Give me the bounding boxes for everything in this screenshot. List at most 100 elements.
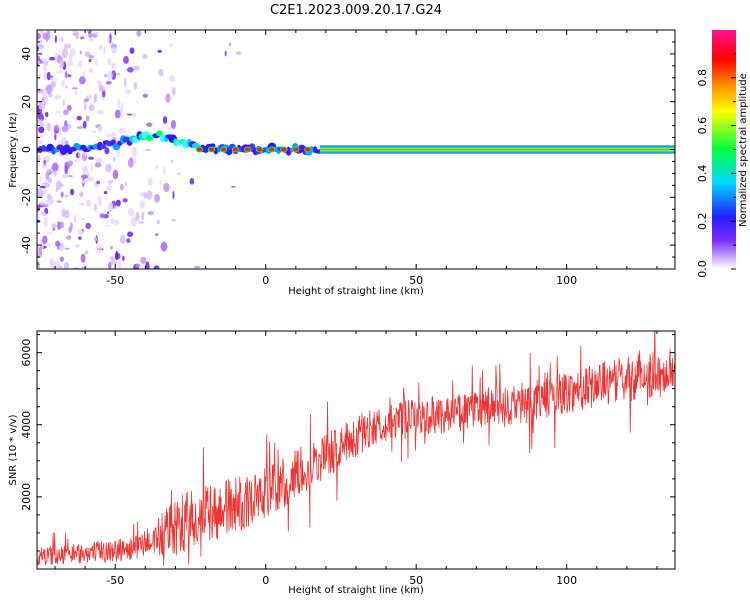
spectrogram-noise-blob xyxy=(76,115,82,121)
spectrogram-noise-blob xyxy=(60,191,64,198)
spectrogram-noise-blob xyxy=(155,233,159,236)
spectrogram-noise-blob xyxy=(110,245,114,250)
spectrogram-noise-blob xyxy=(38,73,41,80)
colorbar-label: Normalized spectral amplitude xyxy=(738,73,749,227)
spectrogram-noise-blob xyxy=(80,217,86,220)
spectrogram-noise-blob xyxy=(52,228,56,231)
spectrogram-noise-blob xyxy=(67,160,74,167)
spectrogram-noise-blob xyxy=(102,214,109,219)
spectrogram-main-ridge xyxy=(319,145,675,154)
spectrogram-noise-blob xyxy=(86,94,92,100)
spectrogram-noise-blob xyxy=(142,54,148,59)
spectrogram-noise-blob xyxy=(85,115,90,122)
spectrogram-noise-blob xyxy=(55,240,61,247)
spectrogram-noise-blob xyxy=(133,157,137,165)
spectrogram-noise-blob xyxy=(47,75,54,78)
spectrogram-noise-blob xyxy=(110,260,117,265)
spectrogram-noise-blob xyxy=(83,98,89,103)
spectrogram-noise-blob xyxy=(111,218,115,225)
y-tick-label: -20 xyxy=(20,188,33,206)
spectrogram-noise-blob xyxy=(162,116,168,124)
spectrogram-noise-blob xyxy=(131,113,137,117)
spectrogram-noise-blob xyxy=(54,133,57,141)
spectrogram-noise-blob xyxy=(66,104,72,111)
spectrogram-noise-blob xyxy=(78,236,82,240)
spectrogram-panel: -50 0 50 100 -40 -20 0 20 40 Height of straight… xyxy=(8,29,676,297)
spectrogram-noise-blob xyxy=(94,162,102,168)
spectrogram-noise-blob xyxy=(54,124,59,131)
spectrogram-noise-blob xyxy=(75,31,79,40)
spectrogram-noise-blob xyxy=(52,162,59,172)
spectrogram-noise-blob xyxy=(172,191,175,200)
spectrogram-noise-blob xyxy=(37,32,41,40)
spectrogram-noise-blob xyxy=(57,183,65,188)
spectrogram-noise-blob xyxy=(93,31,99,35)
spectrogram-noise-blob xyxy=(61,173,69,179)
spectrogram-noise-blob xyxy=(37,140,43,145)
colorbar-gradient xyxy=(712,30,736,269)
spectrogram-noise-blob xyxy=(78,59,83,68)
spectrogram-noise-blob xyxy=(130,156,133,164)
spectrogram-noise-blob xyxy=(62,99,65,107)
spectrogram-noise-blob xyxy=(55,51,58,62)
spectrogram-noise-blob xyxy=(126,113,133,116)
spectrogram-core-dot xyxy=(280,146,288,153)
spectrogram-noise-blob xyxy=(49,56,56,61)
spectrogram-noise-blob xyxy=(135,211,140,222)
spectrogram-noise-blob xyxy=(64,247,70,250)
spectrogram-noise-blob xyxy=(63,262,70,269)
spectrogram-core-dot xyxy=(292,146,300,153)
spectrogram-noise-blob xyxy=(104,224,110,227)
snr-y-ticks: 2000 4000 6000 xyxy=(20,334,675,552)
spectrogram-noise-blob xyxy=(146,190,153,200)
spectrogram-noise-blob xyxy=(104,74,108,77)
spectrogram-noise-blob xyxy=(124,77,127,88)
spectrogram-noise-blob xyxy=(171,218,176,222)
spectrogram-noise-blob xyxy=(115,73,121,76)
spectrogram-noise-blob xyxy=(123,127,126,135)
spectrogram-noise-blob xyxy=(71,87,79,90)
spectrogram-noise-blob xyxy=(70,188,75,196)
spectrogram-noise-blob xyxy=(78,151,81,158)
spectrogram-noise-blob xyxy=(59,256,64,262)
spectrogram-noise-blob xyxy=(231,185,236,188)
spectrogram-noise-blob xyxy=(68,226,72,234)
spectrogram-noise-blob xyxy=(67,60,74,66)
spectrogram-noise-blob xyxy=(159,179,162,186)
spectrogram-noise-blob xyxy=(65,140,69,145)
spectrogram-noise-blob xyxy=(39,176,42,182)
spectrogram-noise-blob xyxy=(107,180,114,183)
spectrogram-noise-blob xyxy=(78,76,86,85)
spectrogram-noise-blob xyxy=(107,37,110,44)
colorbar-tick-label: 0.2 xyxy=(696,212,709,230)
spectrogram-noise-blob xyxy=(126,67,134,73)
spectrogram-noise-blob xyxy=(54,95,61,100)
colorbar-tick-label: 0.4 xyxy=(696,165,709,183)
spectrogram-noise-blob xyxy=(117,260,122,269)
spectrogram-noise-blob xyxy=(78,227,83,236)
spectrogram-noise-blob xyxy=(88,104,95,112)
spectrogram-noise-blob xyxy=(46,30,51,41)
y-tick-label: 2000 xyxy=(20,483,33,511)
spectrogram-noise-blob xyxy=(38,247,42,254)
spectrogram-noise-blob xyxy=(37,264,40,269)
spectrogram-noise-blob xyxy=(147,211,155,216)
spectrogram-noise-blob xyxy=(45,84,53,95)
spectrogram-noise-blob xyxy=(84,102,87,111)
spectrogram-noise-blob xyxy=(76,126,83,129)
spectrogram-noise-blob xyxy=(45,171,50,181)
spectrogram-noise-blob xyxy=(42,235,48,245)
spectrogram-noise-blob xyxy=(88,68,94,74)
spectrogram-noise-blob xyxy=(145,261,150,269)
x-tick-label: 0 xyxy=(262,274,269,287)
spectrogram-noise-blob xyxy=(156,219,161,225)
spectrogram-noise-blob xyxy=(228,42,232,47)
spectrogram-noise-blob xyxy=(107,211,110,215)
spectrogram-noise-blob xyxy=(55,110,61,114)
spectrogram-noise-blob xyxy=(85,199,92,207)
spectrogram-noise-blob xyxy=(94,93,98,102)
spectrogram-noise-blob xyxy=(120,102,124,112)
spectrogram-noise-blob xyxy=(109,256,116,261)
spectrogram-noise-blob xyxy=(153,265,160,269)
spectrogram-noise-blob xyxy=(97,125,103,131)
